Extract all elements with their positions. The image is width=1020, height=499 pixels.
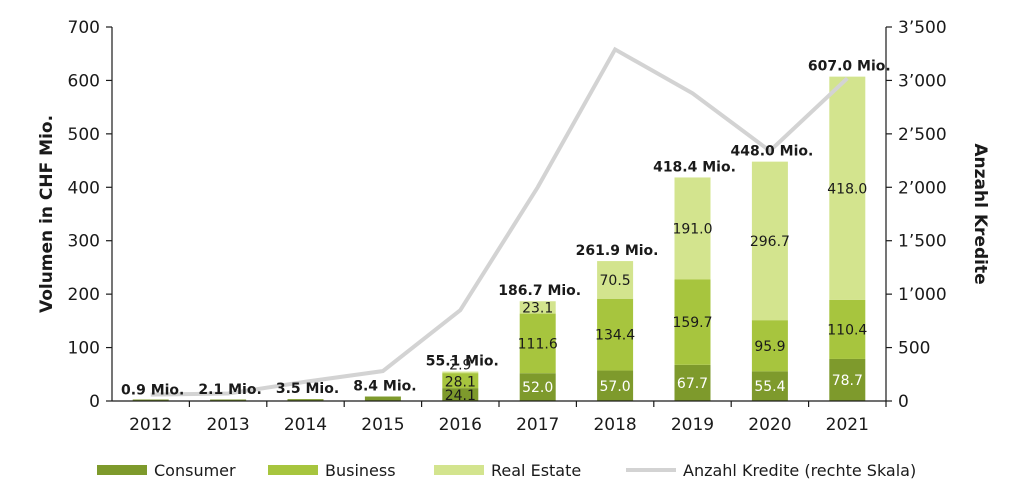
segment-label-real-estate-2018: 70.5: [600, 273, 631, 289]
segment-label-real-estate-2016: 2.9: [449, 358, 471, 374]
segment-label-consumer-2020: 55.4: [754, 379, 785, 395]
x-tick-label-2015: 2015: [361, 415, 404, 435]
right-tick-label: 3’500: [898, 18, 947, 38]
bar-business-2016: [442, 373, 479, 389]
total-label-2012: 0.9 Mio.: [121, 383, 184, 399]
right-tick-label: 1’000: [898, 285, 947, 305]
legend-label-business: Business: [325, 461, 396, 480]
x-tick-label-2020: 2020: [748, 415, 791, 435]
segment-label-business-2020: 95.9: [754, 339, 785, 355]
legend-swatch-real-estate: [434, 465, 484, 475]
right-tick-label: 2’000: [898, 178, 947, 198]
left-tick-label: 300: [68, 232, 100, 252]
right-tick-label: 3’000: [898, 71, 947, 91]
left-tick-label: 500: [68, 125, 100, 145]
y2-axis-title: Anzahl Kredite: [970, 143, 990, 284]
line-anzahl-kredite: [150, 46, 849, 397]
x-tick-label-2014: 2014: [284, 415, 327, 435]
right-axis: 0 500 1’000 1’500 2’000 2’500 3’000 3’500 Anzahl…: [885, 18, 990, 412]
x-tick-label-2019: 2019: [671, 415, 714, 435]
bar-consumer-2020: [751, 371, 788, 401]
x-tick-label-2018: 2018: [593, 415, 636, 435]
segment-label-consumer-2016: 24.1: [445, 388, 476, 404]
bar-consumer-2021: [829, 358, 866, 401]
segment-label-business-2017: 111.6: [518, 336, 558, 352]
total-label-2018: 261.9 Mio.: [576, 243, 659, 259]
bar-real-estate-2016: [442, 371, 479, 374]
x-tick-label-2021: 2021: [826, 415, 869, 435]
right-tick-label: 1’500: [898, 232, 947, 252]
left-tick-label: 600: [68, 71, 100, 91]
right-tick-label: 0: [898, 392, 909, 412]
segment-label-business-2021: 110.4: [827, 322, 867, 338]
x-axis: 2012 2013 2014 2015 2016 2017 2018 2019 2020 2021: [112, 400, 887, 435]
bar-business-2017: [519, 313, 556, 374]
total-label-2021: 607.0 Mio.: [808, 59, 891, 75]
total-label-2017: 186.7 Mio.: [498, 283, 581, 299]
bar-consumer-2017: [519, 373, 556, 401]
bar-real-estate-2020: [751, 161, 788, 321]
segment-label-consumer-2018: 57.0: [600, 379, 631, 395]
legend-swatch-consumer: [97, 465, 147, 475]
bar-real-estate-2018: [597, 261, 634, 299]
segment-label-business-2016: 28.1: [445, 375, 476, 391]
segment-label-business-2019: 159.7: [672, 315, 712, 331]
bar-real-estate-2017: [519, 301, 556, 314]
segment-label-real-estate-2019: 191.0: [672, 221, 712, 237]
total-label-2019: 418.4 Mio.: [653, 159, 736, 175]
bar-consumer-2014: [287, 399, 324, 401]
segment-label-consumer-2017: 52.0: [522, 380, 553, 396]
segment-label-business-2018: 134.4: [595, 328, 635, 344]
total-label-2016: 55.1 Mio.: [426, 354, 499, 370]
bar-consumer-2012: [132, 399, 169, 401]
bar-business-2021: [829, 299, 866, 359]
x-tick-label-2013: 2013: [206, 415, 249, 435]
legend: Consumer Business Real Estate Anzahl Kredit…: [97, 461, 916, 480]
segment-label-real-estate-2017: 23.1: [522, 300, 553, 316]
bar-business-2018: [597, 298, 634, 371]
y-axis-title: Volumen in CHF Mio.: [37, 115, 57, 313]
right-tick-label: 2’500: [898, 125, 947, 145]
segment-label-consumer-2021: 78.7: [832, 373, 863, 389]
bar-consumer-2013: [210, 399, 247, 401]
segment-label-real-estate-2020: 296.7: [750, 234, 790, 250]
bar-consumer-2019: [674, 364, 711, 401]
left-tick-label: 400: [68, 178, 100, 198]
bar-business-2020: [751, 320, 788, 372]
bar-real-estate-2021: [829, 76, 866, 300]
x-tick-label-2012: 2012: [129, 415, 172, 435]
segment-label-consumer-2019: 67.7: [677, 376, 708, 392]
left-tick-label: 700: [68, 18, 100, 38]
bar-consumer-2016: [442, 388, 479, 401]
bar-consumer-2015: [364, 396, 401, 401]
bar-consumer-2018: [597, 370, 634, 401]
legend-label-real-estate: Real Estate: [491, 461, 581, 480]
legend-label-anzahl-kredite-rechte-skala: Anzahl Kredite (rechte Skala): [683, 461, 916, 480]
bar-business-2019: [674, 279, 711, 365]
total-label-2013: 2.1 Mio.: [198, 382, 261, 398]
legend-swatch-business: [268, 465, 318, 475]
total-label-2020: 448.0 Mio.: [730, 144, 813, 160]
x-tick-label-2017: 2017: [516, 415, 559, 435]
right-tick-label: 500: [898, 339, 930, 359]
segment-label-real-estate-2021: 418.0: [827, 181, 867, 197]
legend-label-consumer: Consumer: [154, 461, 236, 480]
x-tick-label-2016: 2016: [439, 415, 482, 435]
plot-area: 24.128.12.9 52.0 111.6 23.1 57.0 134.4 70.5 67.…: [121, 46, 891, 404]
total-label-2015: 8.4 Mio.: [353, 379, 416, 395]
total-label-2014: 3.5 Mio.: [276, 381, 339, 397]
left-tick-label: 0: [89, 392, 100, 412]
left-axis: 0 100 200 300 400 500 600 700 Volumen in CHF Mio…: [37, 18, 113, 412]
left-tick-label: 200: [68, 285, 100, 305]
bar-real-estate-2019: [674, 177, 711, 280]
left-tick-label: 100: [68, 339, 100, 359]
